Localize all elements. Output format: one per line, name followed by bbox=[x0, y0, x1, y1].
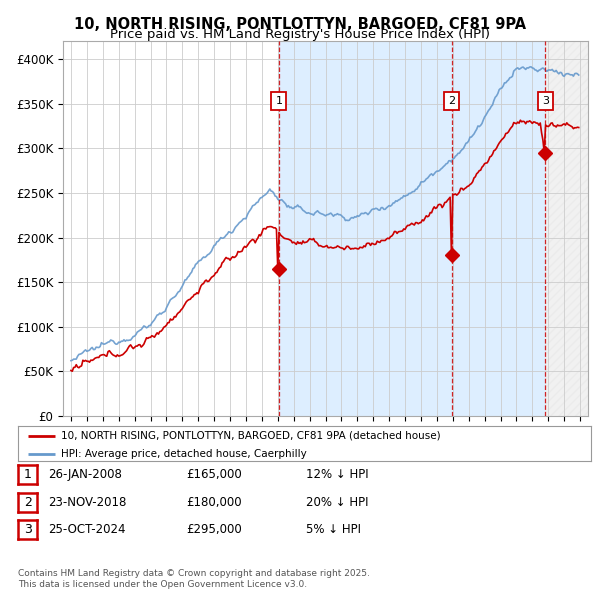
Text: 10, NORTH RISING, PONTLOTTYN, BARGOED, CF81 9PA (detached house): 10, NORTH RISING, PONTLOTTYN, BARGOED, C… bbox=[61, 431, 440, 441]
Text: 10, NORTH RISING, PONTLOTTYN, BARGOED, CF81 9PA: 10, NORTH RISING, PONTLOTTYN, BARGOED, C… bbox=[74, 17, 526, 31]
Text: 23-NOV-2018: 23-NOV-2018 bbox=[48, 496, 127, 509]
Text: 1: 1 bbox=[23, 468, 32, 481]
Text: 3: 3 bbox=[23, 523, 32, 536]
Text: 1: 1 bbox=[275, 96, 283, 106]
Text: 5% ↓ HPI: 5% ↓ HPI bbox=[306, 523, 361, 536]
Text: 2: 2 bbox=[23, 496, 32, 509]
Text: 12% ↓ HPI: 12% ↓ HPI bbox=[306, 468, 368, 481]
Text: HPI: Average price, detached house, Caerphilly: HPI: Average price, detached house, Caer… bbox=[61, 448, 307, 458]
Bar bbox=[279, 41, 545, 416]
Text: Contains HM Land Registry data © Crown copyright and database right 2025.
This d: Contains HM Land Registry data © Crown c… bbox=[18, 569, 370, 589]
Text: 25-OCT-2024: 25-OCT-2024 bbox=[48, 523, 125, 536]
Text: 2: 2 bbox=[448, 96, 455, 106]
Text: 20% ↓ HPI: 20% ↓ HPI bbox=[306, 496, 368, 509]
Text: Price paid vs. HM Land Registry's House Price Index (HPI): Price paid vs. HM Land Registry's House … bbox=[110, 28, 490, 41]
Text: £165,000: £165,000 bbox=[186, 468, 242, 481]
Text: £295,000: £295,000 bbox=[186, 523, 242, 536]
Bar bbox=[545, 41, 588, 416]
Text: £180,000: £180,000 bbox=[186, 496, 242, 509]
Text: 3: 3 bbox=[542, 96, 549, 106]
Text: 26-JAN-2008: 26-JAN-2008 bbox=[48, 468, 122, 481]
